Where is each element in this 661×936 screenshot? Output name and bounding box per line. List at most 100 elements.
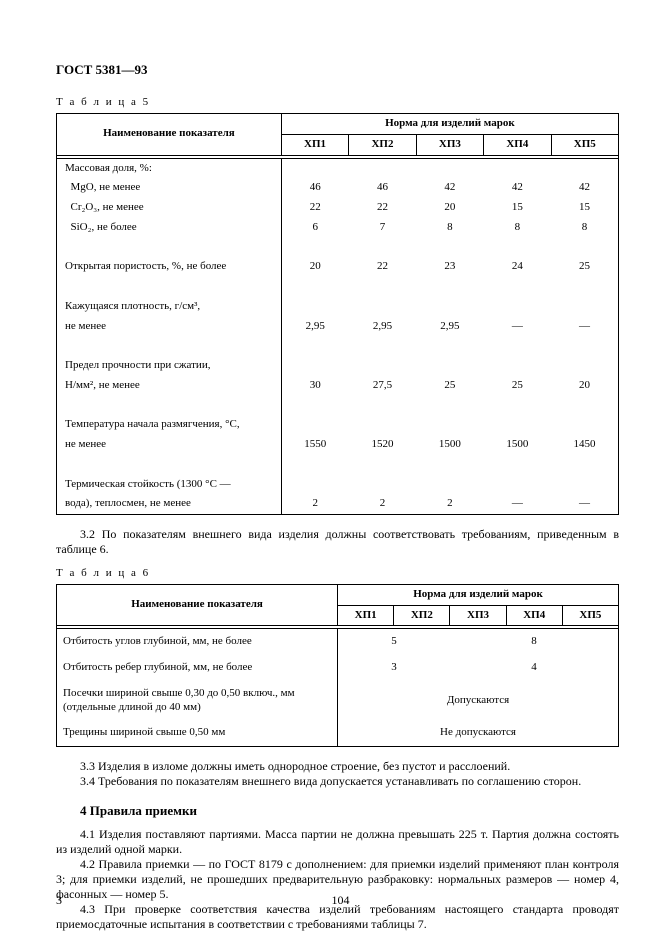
- t5-cell: [349, 455, 416, 475]
- t5-cell: [416, 475, 483, 495]
- t5-cell: 6: [281, 218, 348, 238]
- t5-row-name: MgO, не менее: [57, 178, 282, 198]
- t5-cell: —: [484, 317, 551, 337]
- t5-row-name: [57, 396, 282, 416]
- table-6: Наименование показателя Норма для издели…: [56, 584, 619, 747]
- t5-cell: —: [551, 494, 618, 514]
- t5-cell: [349, 158, 416, 178]
- table6-label: Т а б л и ц а 6: [56, 567, 619, 581]
- t5-cell: [281, 277, 348, 297]
- t5-row-name: Открытая пористость, %, не более: [57, 257, 282, 277]
- t5-cell: 20: [416, 198, 483, 218]
- t5-cell: 2,95: [349, 317, 416, 337]
- t5-cell: [551, 297, 618, 317]
- t6-mark-4: ХП4: [506, 605, 562, 626]
- t6-col-norm: Норма для изделий марок: [338, 584, 619, 605]
- t5-cell: 2: [349, 494, 416, 514]
- t5-row-name: Термическая стойкость (1300 °С —: [57, 475, 282, 495]
- t5-cell: 46: [349, 178, 416, 198]
- t5-cell: [416, 356, 483, 376]
- t5-cell: 22: [349, 198, 416, 218]
- t5-cell: 24: [484, 257, 551, 277]
- t5-cell: [484, 396, 551, 416]
- t5-row-name: [57, 336, 282, 356]
- t6-mark-2: ХП2: [394, 605, 450, 626]
- t5-cell: [551, 475, 618, 495]
- t5-cell: [416, 158, 483, 178]
- t5-cell: [349, 277, 416, 297]
- t5-cell: [416, 277, 483, 297]
- paragraph-3-2: 3.2 По показателям внешнего вида изделия…: [56, 527, 619, 557]
- t5-cell: [484, 277, 551, 297]
- t5-cell: 8: [416, 218, 483, 238]
- t5-cell: —: [551, 317, 618, 337]
- t5-row-name: вода), теплосмен, не менее: [57, 494, 282, 514]
- t5-cell: [349, 238, 416, 258]
- t5-cell: 20: [281, 257, 348, 277]
- t6-mark-1: ХП1: [338, 605, 394, 626]
- footer-page-center: 104: [56, 893, 619, 908]
- t5-cell: [551, 455, 618, 475]
- t5-mark-4: ХП4: [484, 134, 551, 155]
- t5-cell: 42: [551, 178, 618, 198]
- t5-cell: 22: [349, 257, 416, 277]
- t5-cell: 1520: [349, 435, 416, 455]
- table-5: Наименование показателя Норма для издели…: [56, 113, 619, 515]
- t5-row-name: [57, 238, 282, 258]
- t5-cell: 7: [349, 218, 416, 238]
- t5-cell: [349, 415, 416, 435]
- t6-col-param: Наименование показателя: [57, 584, 338, 626]
- paragraph-3-3: 3.3 Изделия в изломе должны иметь одноро…: [56, 759, 619, 774]
- t5-cell: [281, 396, 348, 416]
- t5-cell: [416, 297, 483, 317]
- t5-cell: [551, 277, 618, 297]
- t5-cell: 1500: [484, 435, 551, 455]
- t5-cell: [416, 396, 483, 416]
- t5-cell: 25: [551, 257, 618, 277]
- t5-row-name: Н/мм², не менее: [57, 376, 282, 396]
- section-4-title: 4 Правила приемки: [80, 803, 619, 819]
- t5-cell: 1550: [281, 435, 348, 455]
- t6-row-name: Отбитость ребер глубиной, мм, не более: [57, 655, 338, 681]
- t5-cell: 42: [484, 178, 551, 198]
- page-container: ГОСТ 5381—93 Т а б л и ц а 5 Наименовани…: [0, 0, 661, 936]
- page-footer: 3 104: [56, 893, 619, 908]
- t5-cell: [281, 238, 348, 258]
- paragraph-3-4: 3.4 Требования по показателям внешнего в…: [56, 774, 619, 789]
- t5-cell: [416, 455, 483, 475]
- t5-cell: 25: [484, 376, 551, 396]
- t5-cell: [416, 336, 483, 356]
- t5-row-name: [57, 277, 282, 297]
- t5-cell: [484, 475, 551, 495]
- t5-cell: [551, 356, 618, 376]
- t5-cell: [551, 336, 618, 356]
- t5-mark-1: ХП1: [281, 134, 348, 155]
- t5-cell: [551, 415, 618, 435]
- t5-cell: —: [484, 494, 551, 514]
- t5-cell: 2,95: [416, 317, 483, 337]
- t6-cell: 4: [450, 655, 619, 681]
- t5-cell: [416, 415, 483, 435]
- t5-cell: [281, 297, 348, 317]
- t5-cell: [484, 356, 551, 376]
- t5-row-name: Кажущаяся плотность, г/см³,: [57, 297, 282, 317]
- t5-cell: [349, 336, 416, 356]
- t5-row-name: [57, 455, 282, 475]
- t5-cell: [484, 455, 551, 475]
- t6-cell: 5: [338, 629, 450, 655]
- t5-mark-2: ХП2: [349, 134, 416, 155]
- document-header: ГОСТ 5381—93: [56, 62, 619, 78]
- t5-cell: [484, 336, 551, 356]
- t5-cell: 2: [281, 494, 348, 514]
- t6-row-name: Отбитость углов глубиной, мм, не более: [57, 629, 338, 655]
- t5-cell: 1500: [416, 435, 483, 455]
- t6-cell: 3: [338, 655, 450, 681]
- t5-col-norm: Норма для изделий марок: [281, 114, 618, 135]
- t5-cell: [551, 396, 618, 416]
- t5-cell: [484, 297, 551, 317]
- t5-cell: 23: [416, 257, 483, 277]
- t5-cell: 2,95: [281, 317, 348, 337]
- t6-row-name: Посечки шириной свыше 0,30 до 0,50 включ…: [57, 681, 338, 721]
- t5-row-name: Предел прочности при сжатии,: [57, 356, 282, 376]
- t6-cell: Не допускаются: [338, 720, 619, 746]
